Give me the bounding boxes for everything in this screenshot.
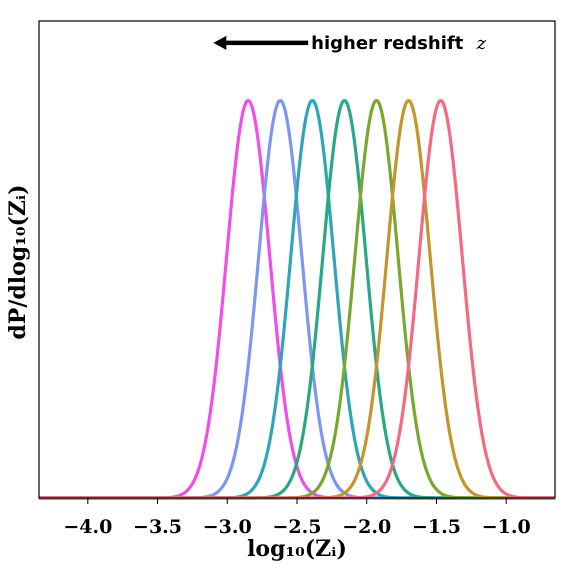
distribution-curve-6 — [39, 101, 555, 498]
x-tick-label: −2.5 — [273, 516, 322, 538]
annotation-text: higher redshift — [311, 33, 464, 54]
distribution-curve-7 — [39, 101, 555, 498]
annotation-symbol: z — [476, 33, 487, 54]
x-tick-label: −3.0 — [203, 516, 252, 538]
plot-frame — [39, 21, 555, 498]
x-tick-label: −1.5 — [412, 516, 461, 538]
x-tick-label: −1.0 — [482, 516, 531, 538]
x-tick-label: −2.0 — [342, 516, 391, 538]
svg-text:higher redshift z: higher redshift z — [311, 33, 486, 54]
distribution-curve-2 — [39, 101, 555, 499]
x-axis-tick-labels: −4.0 −3.5 −3.0 −2.5 −2.0 −1.5 −1.0 — [63, 516, 530, 538]
x-axis-label: log₁₀(Zᵢ) — [247, 536, 347, 562]
distribution-curve-5 — [39, 101, 555, 498]
curves-group — [39, 101, 555, 499]
left-arrow-icon — [213, 36, 226, 50]
x-tick-label: −3.5 — [133, 516, 182, 538]
distribution-curve-4 — [39, 101, 555, 498]
redshift-annotation: higher redshift z — [213, 33, 486, 54]
distribution-curve-3 — [39, 101, 555, 498]
distribution-curve-1 — [39, 101, 555, 498]
y-axis-label: dP/dlog₁₀(Zᵢ) — [5, 184, 31, 339]
x-tick-label: −4.0 — [63, 516, 112, 538]
